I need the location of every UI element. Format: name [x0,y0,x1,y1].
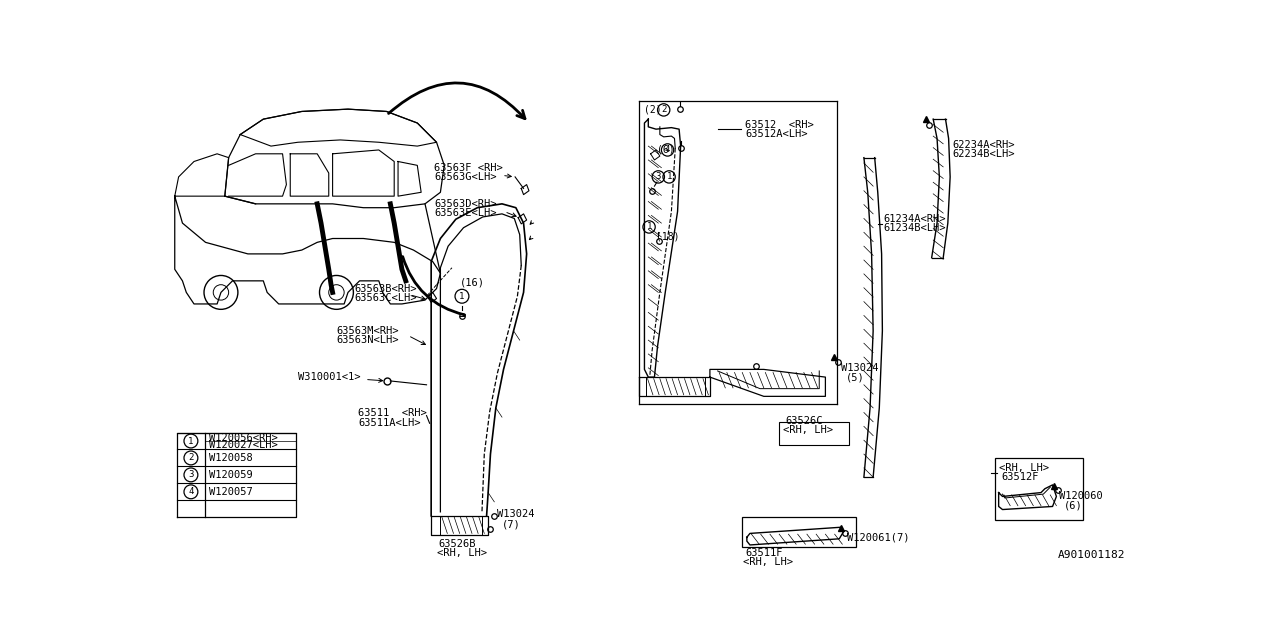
Text: A901001182: A901001182 [1059,550,1125,561]
Text: 2: 2 [660,106,667,115]
Text: 1: 1 [188,436,193,445]
Text: (16): (16) [460,277,485,287]
Text: W120061(7): W120061(7) [847,532,910,542]
Text: <RH, LH>: <RH, LH> [436,548,486,559]
Text: 63512F: 63512F [1001,472,1038,482]
Bar [995,458,1083,520]
Text: 63526C: 63526C [786,416,823,426]
Text: W13024: W13024 [498,509,535,519]
Text: W120058: W120058 [209,453,252,463]
FancyArrowPatch shape [389,83,525,118]
Text: 63563B<RH>: 63563B<RH> [355,284,417,294]
Text: <RH, LH>: <RH, LH> [783,425,833,435]
Text: (18): (18) [657,231,680,241]
Text: 61234A<RH>: 61234A<RH> [883,214,946,224]
Text: (5): (5) [845,372,864,382]
Text: 63563E<LH>: 63563E<LH> [434,208,497,218]
Bar [742,517,856,547]
Text: 3: 3 [655,172,660,181]
Text: 63563C<LH>: 63563C<LH> [355,292,417,303]
Text: 63512  <RH>: 63512 <RH> [745,120,814,129]
Text: (2): (2) [644,105,662,115]
Text: <RH, LH>: <RH, LH> [998,463,1048,473]
Text: W120060: W120060 [1059,492,1102,502]
Text: 63563G<LH>: 63563G<LH> [434,172,497,182]
Text: 2: 2 [188,454,193,463]
Text: 4: 4 [188,487,193,497]
Text: W120027<LH>: W120027<LH> [209,440,278,451]
Text: 63563D<RH>: 63563D<RH> [434,199,497,209]
Text: 63512A<LH>: 63512A<LH> [745,129,808,139]
Text: 63563M<RH>: 63563M<RH> [337,326,399,336]
Text: W120056<RH>: W120056<RH> [209,433,278,443]
Text: 63526B: 63526B [439,539,476,549]
Text: 1: 1 [667,172,672,181]
Text: (6): (6) [1064,500,1083,511]
Text: 3: 3 [188,470,193,479]
Text: 63563F <RH>: 63563F <RH> [434,163,503,173]
Text: W310001<1>: W310001<1> [298,372,361,382]
Text: W120057: W120057 [209,487,252,497]
Text: 63563N<LH>: 63563N<LH> [337,335,399,345]
Text: 63511A<LH>: 63511A<LH> [358,417,421,428]
Text: 63511  <RH>: 63511 <RH> [358,408,426,419]
Text: W13024: W13024 [841,363,878,373]
Text: 1: 1 [646,223,652,232]
Text: 62234A<RH>: 62234A<RH> [952,140,1015,150]
Text: <RH, LH>: <RH, LH> [742,557,794,567]
Bar [780,422,849,445]
Text: 62234B<LH>: 62234B<LH> [952,148,1015,159]
Text: W120059: W120059 [209,470,252,480]
Text: 63511F: 63511F [745,548,783,557]
Text: 1: 1 [460,292,465,301]
Text: 4: 4 [664,145,671,154]
FancyArrowPatch shape [403,257,465,315]
Text: (7): (7) [502,519,521,529]
Text: 61234B<LH>: 61234B<LH> [883,223,946,234]
Text: (6): (6) [657,145,675,155]
